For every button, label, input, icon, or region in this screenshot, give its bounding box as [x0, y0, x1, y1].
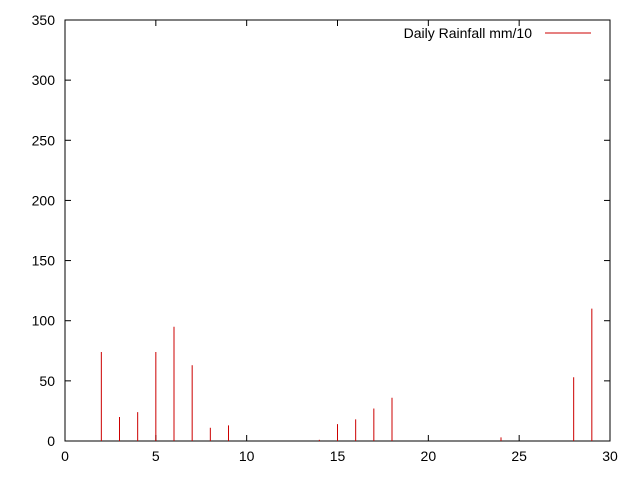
x-tick-label: 10 — [239, 448, 255, 464]
y-tick-label: 200 — [32, 192, 56, 208]
x-tick-label: 15 — [330, 448, 346, 464]
x-tick-label: 25 — [511, 448, 527, 464]
legend: Daily Rainfall mm/10 — [404, 25, 591, 41]
y-tick-label: 350 — [32, 12, 56, 28]
plot-frame — [64, 19, 611, 442]
y-tick-label: 0 — [47, 433, 55, 449]
x-tick-label: 0 — [61, 448, 69, 464]
x-tick-label: 20 — [421, 448, 437, 464]
y-tick-label: 250 — [32, 132, 56, 148]
data-marks — [100, 308, 593, 441]
x-tick-label: 5 — [152, 448, 160, 464]
legend-label: Daily Rainfall mm/10 — [404, 25, 533, 41]
y-tick-label: 50 — [39, 373, 55, 389]
y-tick-label: 100 — [32, 313, 56, 329]
y-tick-label: 300 — [32, 72, 56, 88]
y-tick-label: 150 — [32, 253, 56, 269]
x-tick-label: 30 — [602, 448, 618, 464]
